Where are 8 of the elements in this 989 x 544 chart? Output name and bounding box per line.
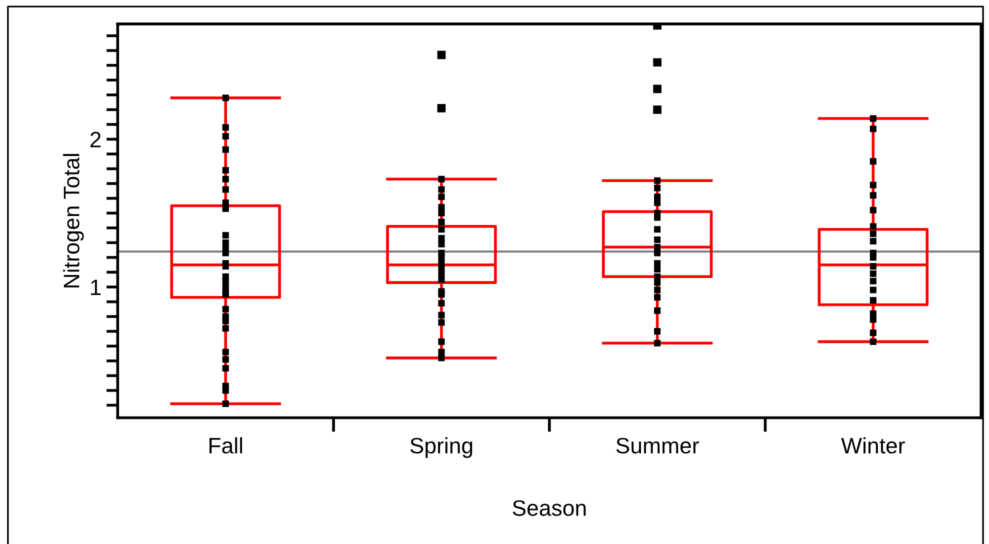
x-tick-label: Fall [210,437,242,454]
x-tick-label: Summer [616,438,699,454]
x-tick-label: Spring [410,437,472,458]
y-tick-label: 1 [91,280,101,296]
x-axis-title: Season [512,500,586,516]
y-axis-title: Nitrogen Total [63,154,84,288]
y-tick-label: 2 [90,132,101,148]
x-tick-label: Winter [841,437,905,454]
